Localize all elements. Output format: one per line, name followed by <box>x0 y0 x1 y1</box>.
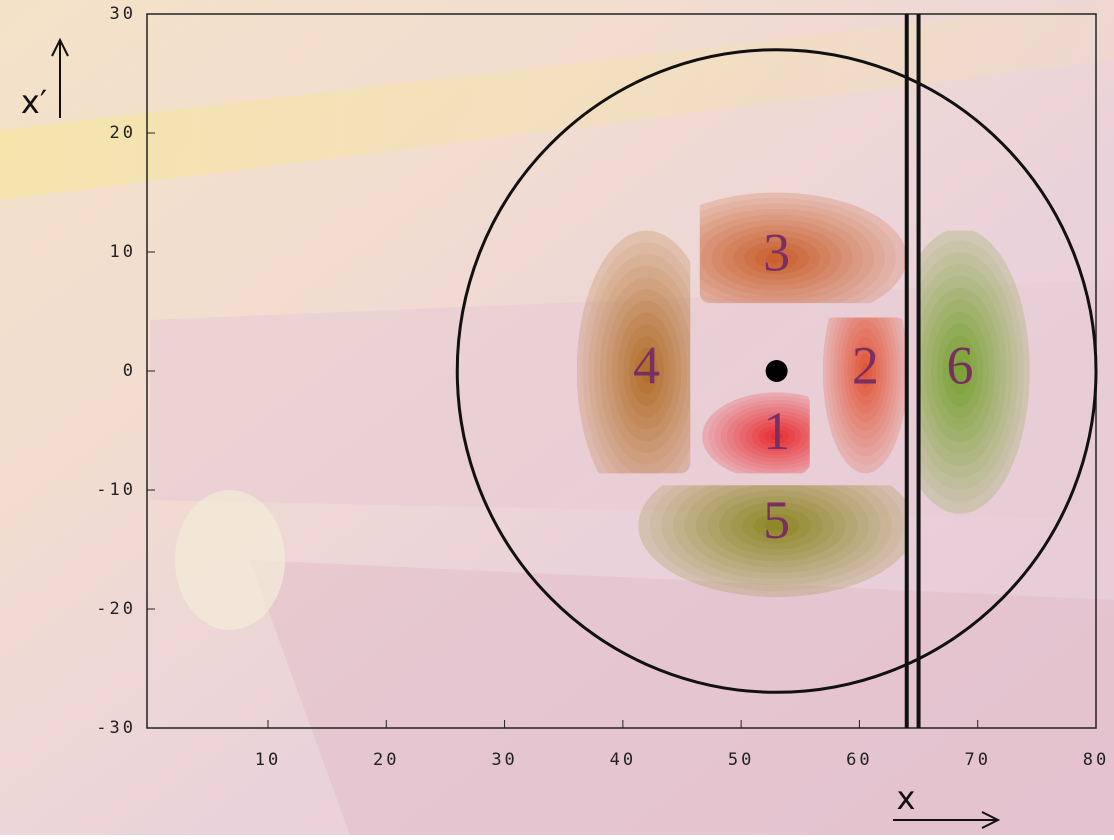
acceptance-circle <box>455 48 1098 694</box>
center-marker <box>765 360 788 382</box>
x-tick-label: 70 <box>964 750 990 770</box>
y-tick-label: -20 <box>96 599 136 619</box>
x-axis-label: x <box>897 779 916 817</box>
y-tick-label: -10 <box>96 480 136 500</box>
region <box>702 392 810 474</box>
region-label: 4 <box>633 335 660 395</box>
y-tick-label: 20 <box>110 123 136 143</box>
x-tick-label: 50 <box>728 750 754 770</box>
region <box>699 192 907 304</box>
y-axis-arrow <box>51 37 69 118</box>
region-label: 6 <box>946 335 973 395</box>
y-axis-label: x′ <box>21 83 47 121</box>
y-tick-label: 30 <box>110 4 136 24</box>
y-tick-label: -30 <box>96 718 136 738</box>
region-label: 1 <box>763 401 790 461</box>
region <box>638 485 907 598</box>
x-tick-label: 20 <box>373 750 399 770</box>
y-tick-label: 10 <box>110 242 136 262</box>
region-label: 5 <box>763 490 790 550</box>
x-tick-label: 10 <box>255 750 281 770</box>
region-label: 3 <box>763 222 790 282</box>
x-tick-label: 30 <box>491 750 517 770</box>
region <box>822 317 907 474</box>
x-axis-arrow <box>893 811 1001 829</box>
x-tick-label: 40 <box>610 750 636 770</box>
x-tick-label: 80 <box>1083 750 1109 770</box>
x-tick-label: 60 <box>846 750 872 770</box>
region <box>576 230 691 474</box>
region <box>917 230 1030 514</box>
region-label: 2 <box>852 335 879 395</box>
y-tick-label: 0 <box>123 361 136 381</box>
